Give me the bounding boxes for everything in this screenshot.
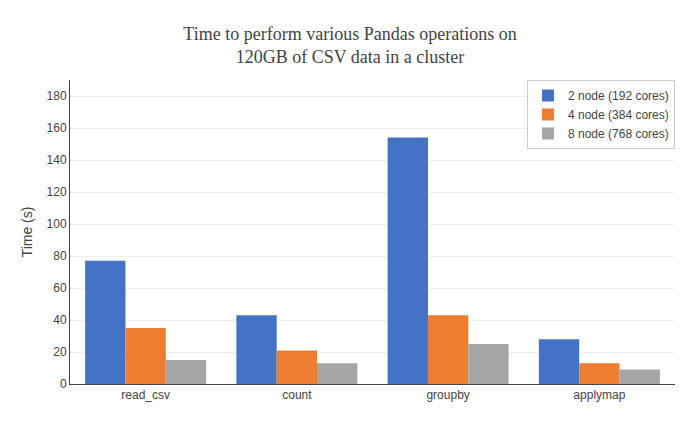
svg-text:100: 100	[47, 217, 67, 231]
svg-text:read_csv: read_csv	[121, 388, 170, 402]
svg-text:0: 0	[60, 377, 67, 391]
svg-text:180: 180	[47, 89, 67, 103]
svg-text:160: 160	[47, 121, 67, 135]
svg-text:80: 80	[53, 249, 67, 263]
svg-text:8 node (768 cores): 8 node (768 cores)	[568, 127, 669, 141]
svg-text:count: count	[282, 388, 312, 402]
svg-text:40: 40	[53, 313, 67, 327]
svg-text:applymap: applymap	[573, 388, 625, 402]
svg-text:Time to perform various Pandas: Time to perform various Pandas operation…	[183, 24, 516, 67]
svg-text:Time (s): Time (s)	[19, 207, 35, 258]
svg-text:120: 120	[47, 185, 67, 199]
svg-text:20: 20	[53, 345, 67, 359]
svg-text:60: 60	[53, 281, 67, 295]
svg-text:groupby: groupby	[426, 388, 469, 402]
svg-text:4 node (384 cores): 4 node (384 cores)	[568, 108, 669, 122]
svg-text:140: 140	[47, 153, 67, 167]
svg-text:2 node (192 cores): 2 node (192 cores)	[568, 89, 669, 103]
